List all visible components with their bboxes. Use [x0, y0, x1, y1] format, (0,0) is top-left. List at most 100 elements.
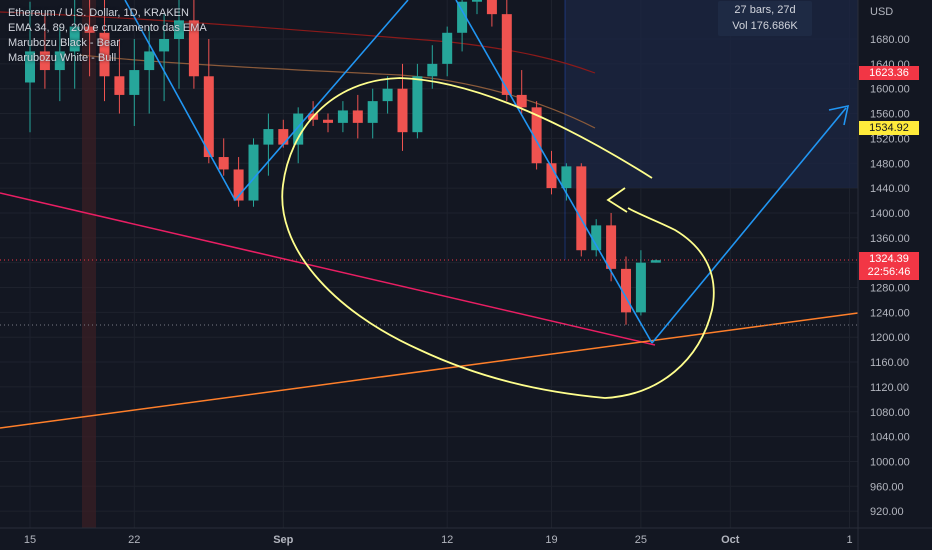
alert-price-tag: 1534.92 — [859, 121, 919, 135]
ema-200-line — [0, 11, 596, 74]
candle-body[interactable] — [263, 129, 274, 145]
indicator-marubozu-bear[interactable]: Marubozu Black - Bear — [8, 37, 120, 49]
x-tick-label: 22 — [128, 534, 140, 546]
y-tick-label: 1600.00 — [870, 84, 910, 96]
bars-count: 27 bars, 27d — [734, 4, 796, 16]
projection-up-line — [651, 107, 847, 344]
selection-range — [565, 0, 858, 188]
y-tick-label: 1080.00 — [870, 407, 910, 419]
trend-down-line — [455, 0, 653, 344]
candle-body[interactable] — [323, 119, 333, 123]
chart-legend: Ethereum / U.S. Dollar, 1D, KRAKEN EMA 3… — [8, 6, 207, 66]
volume-value: Vol 176.686K — [732, 20, 798, 32]
y-tick-label: 1560.00 — [870, 109, 910, 121]
candle-body[interactable] — [635, 262, 646, 313]
indicator-ema[interactable]: EMA 34, 89, 200 e cruzamento das EMA — [8, 22, 207, 34]
candle-body[interactable] — [114, 76, 125, 95]
y-tick-label: 960.00 — [870, 481, 904, 493]
trendline-orange — [0, 312, 859, 429]
candle-body[interactable] — [99, 32, 110, 77]
x-tick-label: Oct — [721, 534, 740, 546]
candle-body[interactable] — [501, 14, 512, 95]
highlight-bar-column — [82, 0, 96, 528]
candle-body[interactable] — [188, 20, 199, 77]
candle-body[interactable] — [650, 260, 661, 263]
candle-body[interactable] — [472, 0, 482, 2]
projection-arrow-head — [828, 104, 850, 126]
candle-body[interactable] — [621, 268, 631, 313]
candle-body[interactable] — [233, 169, 244, 201]
candle-body[interactable] — [25, 51, 35, 83]
candle-body[interactable] — [69, 26, 80, 52]
candle-body[interactable] — [278, 129, 289, 145]
x-tick-label: 1 — [846, 534, 852, 546]
price-axis[interactable]: 1680.001640.001600.001560.001520.001480.… — [870, 34, 910, 518]
grid — [0, 0, 858, 528]
candle-body[interactable] — [54, 51, 65, 71]
y-tick-label: 1520.00 — [870, 133, 910, 145]
candle-body[interactable] — [352, 110, 363, 123]
candle-body[interactable] — [218, 157, 229, 170]
ema-89-line — [79, 54, 596, 129]
candle-body[interactable] — [367, 101, 378, 123]
annotation-circle-scribble — [281, 77, 715, 399]
candle-body[interactable] — [382, 88, 393, 102]
y-tick-label: 1680.00 — [870, 34, 910, 46]
candle-body[interactable] — [591, 225, 602, 251]
candle-body[interactable] — [144, 51, 155, 71]
currency-label: USD — [870, 6, 893, 18]
candle-body[interactable] — [576, 166, 587, 251]
trend-zigzag-line — [124, 0, 409, 202]
candle-body[interactable] — [129, 70, 140, 95]
y-tick-label: 1200.00 — [870, 332, 910, 344]
y-tick-label: 1160.00 — [870, 357, 909, 369]
symbol-title[interactable]: Ethereum / U.S. Dollar, 1D, KRAKEN — [8, 7, 189, 19]
candle-body[interactable] — [174, 20, 184, 39]
candle-body[interactable] — [84, 26, 95, 33]
y-tick-label: 1000.00 — [870, 456, 910, 468]
x-tick-label: Sep — [273, 534, 293, 546]
candle-body[interactable] — [397, 88, 408, 133]
x-tick-label: 15 — [24, 534, 36, 546]
candle-body[interactable] — [561, 166, 572, 189]
candle-body[interactable] — [531, 107, 542, 164]
candle-body[interactable] — [516, 94, 527, 108]
candle-body[interactable] — [293, 113, 304, 145]
candle-body[interactable] — [606, 225, 617, 269]
x-tick-label: 12 — [441, 534, 453, 546]
trendline-pink — [0, 192, 656, 346]
candle-body[interactable] — [427, 63, 438, 77]
candle-body[interactable] — [486, 0, 497, 15]
indicator-marubozu-bull[interactable]: Marubozu White - Bull — [8, 52, 117, 64]
candle-body[interactable] — [248, 144, 259, 201]
x-tick-label: 19 — [545, 534, 557, 546]
y-tick-label: 1240.00 — [870, 307, 910, 319]
y-tick-label: 1400.00 — [870, 208, 910, 220]
candle-body[interactable] — [337, 110, 348, 123]
candle-body[interactable] — [203, 76, 214, 158]
bar-countdown: 22:56:46 — [867, 266, 911, 278]
y-tick-label: 1280.00 — [870, 283, 910, 295]
candle-body[interactable] — [457, 1, 468, 33]
y-tick-label: 1120.00 — [870, 382, 909, 394]
y-tick-label: 1360.00 — [870, 233, 910, 245]
time-axis[interactable]: 15 22 Sep 12 19 25 Oct 1 — [24, 534, 853, 546]
ema-price-tag: 1623.36 — [859, 66, 919, 80]
candle-body[interactable] — [442, 32, 453, 64]
candle-body[interactable] — [159, 39, 170, 52]
candle-body[interactable] — [546, 163, 557, 189]
y-tick-label: 1480.00 — [870, 158, 910, 170]
y-tick-label: 1440.00 — [870, 183, 910, 195]
current-price-tag: 1324.39 22:56:46 — [859, 252, 919, 280]
candle-body[interactable] — [412, 76, 423, 133]
candles — [25, 0, 661, 325]
y-tick-label: 920.00 — [870, 506, 904, 518]
annotation-arrow-head — [606, 187, 628, 213]
current-price-value: 1324.39 — [869, 253, 909, 265]
ema-lines — [0, 11, 596, 129]
candle-body[interactable] — [39, 51, 50, 71]
x-tick-label: 25 — [635, 534, 647, 546]
range-info-box: 27 bars, 27d Vol 176.686K — [718, 1, 812, 36]
y-tick-label: 1040.00 — [870, 432, 910, 444]
